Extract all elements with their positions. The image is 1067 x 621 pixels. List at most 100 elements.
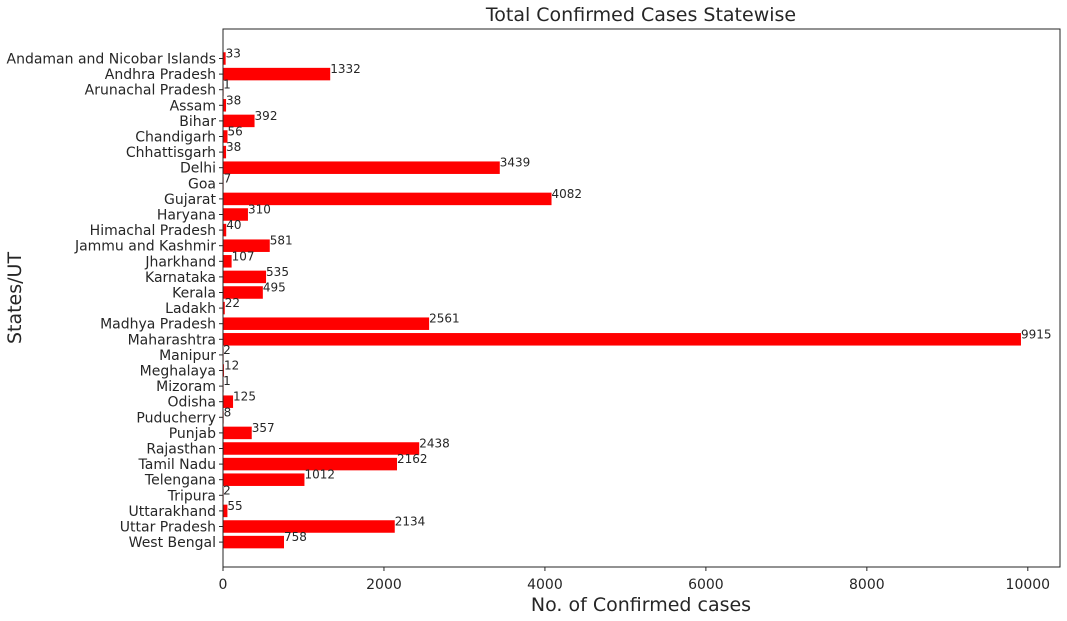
y-tick-label-bihar: Bihar — [179, 114, 216, 130]
y-axis-title: States/UT — [4, 252, 26, 344]
value-label-assam: 38 — [226, 93, 241, 107]
value-label-meghalaya: 12 — [224, 359, 239, 373]
bar-chandigarh — [223, 130, 228, 143]
y-tick-label-arunachal-pradesh: Arunachal Pradesh — [85, 83, 216, 99]
bar-uttar-pradesh — [223, 520, 395, 533]
y-tick-label-chandigarh: Chandigarh — [135, 130, 216, 146]
value-label-kerala: 495 — [263, 281, 286, 295]
value-label-telengana: 1012 — [304, 468, 335, 482]
bar-delhi — [223, 161, 500, 174]
value-label-ladakh: 22 — [225, 296, 240, 310]
y-tick-label-andhra-pradesh: Andhra Pradesh — [105, 67, 216, 83]
value-label-mizoram: 1 — [223, 374, 231, 388]
value-label-arunachal-pradesh: 1 — [223, 78, 231, 92]
bar-kerala — [223, 286, 263, 299]
y-tick-label-goa: Goa — [188, 176, 216, 192]
value-labels: 3313321383925638343974082310405811075354… — [223, 47, 1051, 545]
bar-jammu-and-kashmir — [223, 239, 270, 252]
y-tick-label-meghalaya: Meghalaya — [140, 364, 216, 380]
value-label-jammu-and-kashmir: 581 — [270, 234, 293, 248]
x-tick-label-0: 0 — [219, 577, 228, 593]
bar-assam — [223, 99, 227, 112]
y-tick-label-delhi: Delhi — [180, 161, 216, 177]
y-tick-label-rajasthan: Rajasthan — [146, 442, 216, 458]
y-tick-label-ladakh: Ladakh — [165, 301, 216, 317]
value-label-andhra-pradesh: 1332 — [330, 62, 361, 76]
bar-tamil-nadu — [223, 457, 397, 471]
y-tick-label-assam: Assam — [170, 98, 216, 114]
y-tick-label-andaman-and-nicobar-islands: Andaman and Nicobar Islands — [7, 52, 217, 68]
value-label-rajasthan: 2438 — [419, 437, 450, 451]
bar-punjab — [223, 426, 252, 440]
bar-odisha — [223, 395, 234, 408]
value-label-tripura: 2 — [223, 483, 231, 497]
value-label-madhya-pradesh: 2561 — [429, 312, 460, 326]
bar-jharkhand — [223, 255, 232, 268]
bar-maharashtra — [223, 333, 1021, 346]
y-tick-label-uttarakhand: Uttarakhand — [129, 504, 216, 520]
bar-andaman-and-nicobar-islands — [223, 52, 226, 65]
value-label-uttar-pradesh: 2134 — [395, 515, 426, 529]
value-label-gujarat: 4082 — [552, 187, 583, 201]
plot-frame — [222, 28, 1061, 568]
bar-rajasthan — [223, 442, 420, 455]
y-tick-label-chhattisgarh: Chhattisgarh — [126, 145, 216, 161]
bar-chhattisgarh — [223, 145, 227, 159]
x-axis-title: No. of Confirmed cases — [531, 594, 751, 616]
value-label-bihar: 392 — [255, 109, 278, 123]
x-tick-label-8000: 8000 — [849, 577, 885, 593]
y-tick-label-telengana: Telengana — [144, 473, 216, 489]
bar-haryana — [223, 208, 248, 221]
bar-gujarat — [223, 192, 552, 206]
x-tick-label-6000: 6000 — [688, 577, 724, 593]
y-tick-label-uttar-pradesh: Uttar Pradesh — [120, 520, 216, 536]
value-label-haryana: 310 — [248, 203, 271, 217]
y-tick-label-madhya-pradesh: Madhya Pradesh — [100, 317, 216, 333]
bar-karnataka — [223, 270, 267, 284]
x-tick-label-10000: 10000 — [1006, 577, 1051, 593]
x-axis-ticks: 0 2000 4000 6000 8000 10000 — [219, 567, 1051, 593]
y-tick-label-kerala: Kerala — [172, 286, 216, 302]
y-tick-label-karnataka: Karnataka — [145, 270, 216, 286]
chart-title: Total Confirmed Cases Statewise — [485, 4, 796, 26]
value-label-karnataka: 535 — [266, 265, 289, 279]
value-label-west-bengal: 758 — [284, 530, 307, 544]
y-tick-label-tripura: Tripura — [167, 488, 216, 504]
value-label-goa: 7 — [224, 171, 232, 185]
y-tick-label-mizoram: Mizoram — [156, 379, 216, 395]
y-tick-label-gujarat: Gujarat — [164, 192, 217, 208]
y-tick-label-puducherry: Puducherry — [136, 410, 216, 426]
bars-group — [223, 52, 1021, 549]
y-tick-label-haryana: Haryana — [157, 208, 216, 224]
y-tick-label-jharkhand: Jharkhand — [144, 254, 216, 270]
bar-bihar — [223, 114, 255, 128]
value-label-jharkhand: 107 — [232, 249, 255, 263]
value-label-punjab: 357 — [252, 421, 275, 435]
bar-ladakh — [223, 301, 225, 315]
value-label-andaman-and-nicobar-islands: 33 — [226, 47, 241, 61]
y-tick-label-punjab: Punjab — [169, 426, 216, 442]
y-tick-label-himachal-pradesh: Himachal Pradesh — [90, 223, 216, 239]
y-tick-label-odisha: Odisha — [167, 395, 216, 411]
bar-andhra-pradesh — [223, 67, 331, 81]
bar-madhya-pradesh — [223, 317, 430, 330]
bar-uttarakhand — [223, 504, 228, 518]
value-label-delhi: 3439 — [500, 156, 531, 170]
y-tick-label-maharashtra: Maharashtra — [128, 332, 216, 348]
y-tick-label-jammu-and-kashmir: Jammu and Kashmir — [74, 239, 216, 255]
bar-himachal-pradesh — [223, 223, 227, 237]
value-label-maharashtra: 9915 — [1021, 327, 1052, 341]
value-label-uttarakhand: 55 — [227, 499, 242, 513]
value-label-chandigarh: 56 — [228, 125, 243, 139]
value-label-manipur: 2 — [223, 343, 231, 357]
bar-telengana — [223, 473, 305, 486]
x-tick-label-4000: 4000 — [527, 577, 563, 593]
value-label-himachal-pradesh: 40 — [226, 218, 241, 232]
y-tick-label-west-bengal: West Bengal — [129, 535, 216, 551]
y-tick-label-manipur: Manipur — [159, 348, 216, 364]
x-tick-label-2000: 2000 — [366, 577, 402, 593]
value-label-puducherry: 8 — [224, 405, 232, 419]
bar-west-bengal — [223, 535, 285, 549]
